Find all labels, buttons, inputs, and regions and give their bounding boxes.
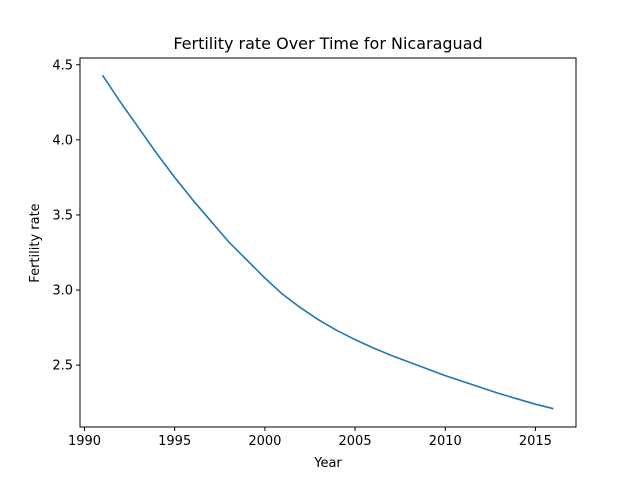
series-line-0 — [101, 74, 554, 410]
x-tick-label: 1995 — [158, 434, 191, 449]
y-tick-label: 4.0 — [52, 133, 73, 148]
x-tick-label: 2005 — [339, 434, 372, 449]
x-tick-label: 2010 — [429, 434, 462, 449]
y-tick-label: 3.5 — [52, 208, 73, 223]
y-axis-ticks: 2.5 3.0 3.5 4.0 4.5 — [52, 58, 80, 374]
x-tick-label: 1990 — [68, 434, 101, 449]
plot-frame — [79, 57, 577, 428]
y-tick-label: 2.5 — [52, 359, 73, 374]
chart-title: Fertility rate Over Time for Nicaraguad — [173, 34, 482, 53]
y-tick-label: 3.0 — [52, 284, 73, 299]
x-axis-label: Year — [313, 456, 342, 471]
plot-area — [80, 58, 576, 427]
y-tick-label: 4.5 — [52, 58, 73, 73]
x-tick-label: 2015 — [519, 434, 552, 449]
series-layer — [101, 74, 554, 410]
x-tick-label: 2000 — [248, 434, 281, 449]
x-axis-ticks: 1990 1995 2000 2005 2010 2015 — [68, 427, 552, 449]
y-axis-label: Fertility rate — [28, 203, 43, 282]
